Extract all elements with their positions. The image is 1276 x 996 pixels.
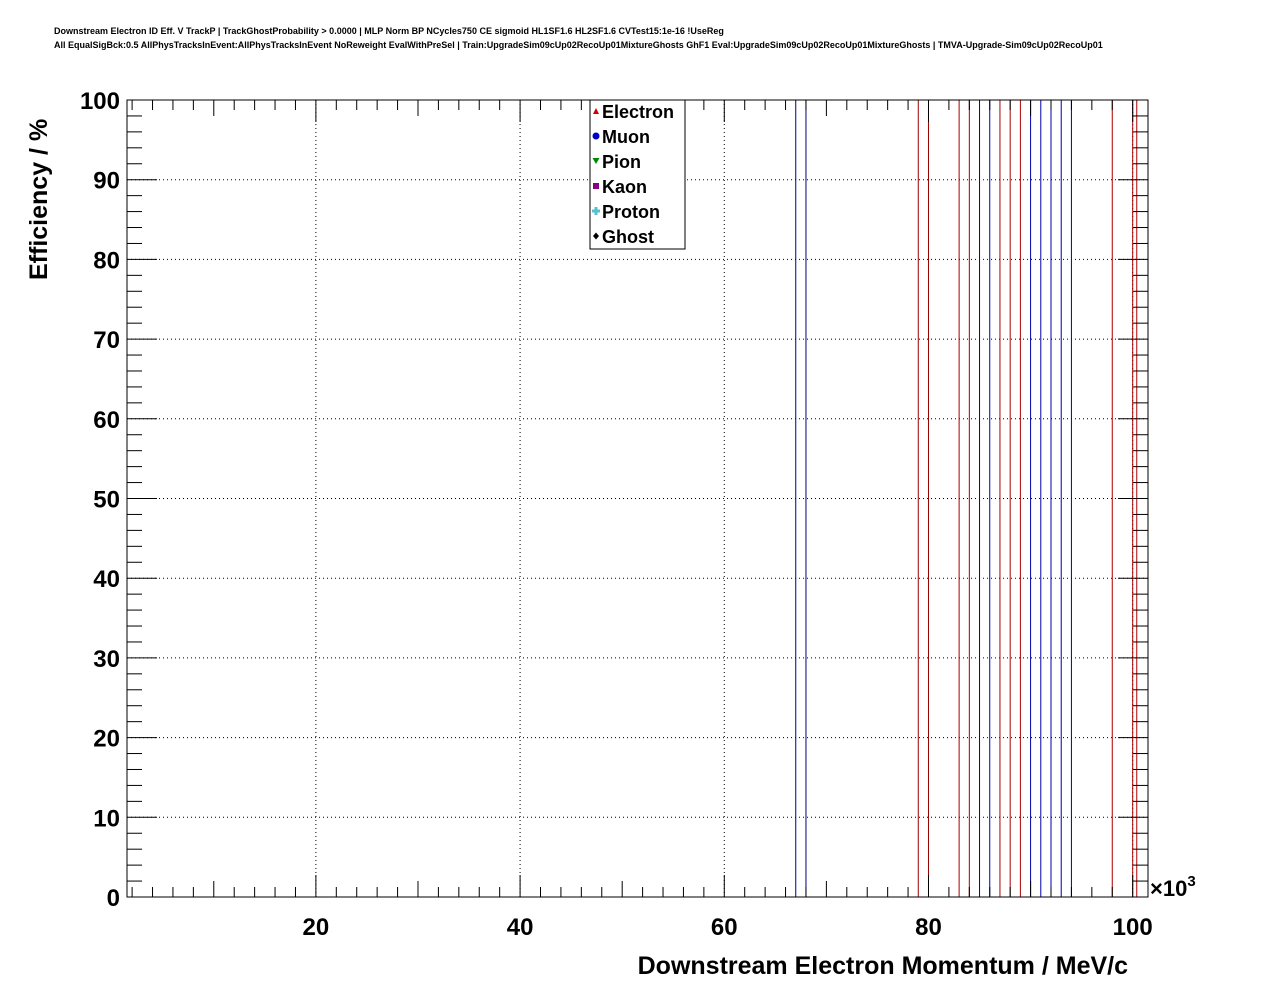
x-axis-label: Downstream Electron Momentum / MeV/c [638, 952, 1128, 980]
y-tick-label: 50 [93, 487, 120, 514]
legend-label: Pion [602, 152, 641, 172]
legend-marker-circle [592, 132, 600, 140]
y-tick-label: 10 [93, 805, 120, 832]
legend-label: Kaon [602, 177, 647, 197]
x-multiplier-base: ×10 [1150, 876, 1187, 901]
y-tick-label: 100 [80, 88, 120, 115]
data-lines [795, 100, 1138, 897]
x-multiplier-exponent: 3 [1187, 873, 1195, 890]
legend-marker-square [593, 183, 599, 189]
legend-marker-triangle-up [593, 108, 599, 114]
legend-marker-triangle-down [592, 158, 600, 164]
y-tick-label: 90 [93, 168, 120, 195]
legend-box [589, 99, 686, 250]
y-tick-label: 30 [93, 646, 120, 673]
x-tick-label: 40 [507, 914, 534, 941]
legend-label: Proton [602, 202, 660, 222]
legend-label: Muon [602, 127, 650, 147]
y-tick-label: 80 [93, 247, 120, 274]
y-tick-label: 40 [93, 566, 120, 593]
legend-entry: Muon [592, 127, 650, 147]
axis-ticks [127, 99, 1148, 898]
legend-entry: Electron [593, 102, 674, 122]
x-tick-label: 80 [915, 914, 942, 941]
legend: Electron Muon Pion Kaon Proton Ghost [589, 99, 686, 250]
x-tick-label: 20 [303, 914, 330, 941]
x-tick-label: 100 [1113, 914, 1153, 941]
x-tick-label: 60 [711, 914, 738, 941]
legend-label: Ghost [602, 227, 654, 247]
y-tick-label: 70 [93, 327, 120, 354]
x-multiplier: ×103 [1150, 873, 1196, 901]
y-tick-label: 0 [107, 885, 120, 912]
legend-entry: Ghost [593, 227, 654, 247]
chart-title-line-1: Downstream Electron ID Eff. V TrackP | T… [54, 26, 724, 36]
legend-label: Electron [602, 102, 674, 122]
legend-marker-diamond [593, 232, 599, 240]
y-tick-label: 20 [93, 726, 120, 753]
chart-title-line-2: All EqualSigBck:0.5 AllPhysTracksInEvent… [54, 40, 1103, 50]
y-tick-label: 60 [93, 407, 120, 434]
legend-marker-cross [592, 207, 600, 215]
y-axis-label: Efficiency / % [25, 119, 53, 280]
legend-entry: Pion [592, 152, 641, 172]
tick-labels: 20 40 60 80 100 0 10 20 30 40 50 60 70 80 90 100 [80, 88, 1153, 941]
legend-entry: Proton [592, 202, 660, 222]
legend-entry: Kaon [593, 177, 647, 197]
